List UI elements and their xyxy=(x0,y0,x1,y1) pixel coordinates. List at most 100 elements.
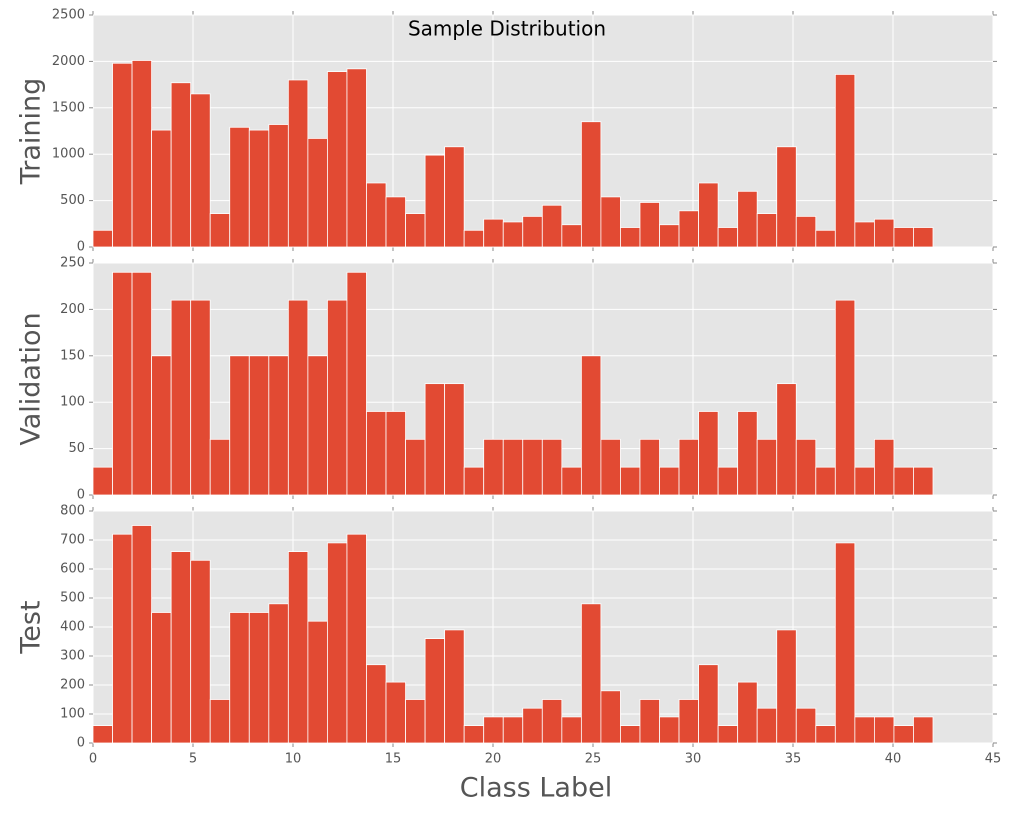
x-tick-label: 45 xyxy=(985,752,1002,767)
bar xyxy=(522,707,543,744)
y-tick-label: 0 xyxy=(77,488,85,503)
bar xyxy=(541,438,563,496)
bar xyxy=(405,699,426,744)
bar xyxy=(229,612,250,744)
bar xyxy=(327,299,348,496)
bar xyxy=(854,221,875,248)
bar xyxy=(580,121,602,248)
bar xyxy=(795,707,817,744)
bar xyxy=(209,213,231,248)
y-tick-label: 100 xyxy=(60,707,85,722)
bar xyxy=(678,210,699,248)
y-axis-label: Training xyxy=(16,78,47,186)
bar xyxy=(444,383,465,496)
bar xyxy=(756,213,778,248)
bar xyxy=(659,716,680,744)
bar xyxy=(639,438,660,496)
bar xyxy=(717,725,739,744)
bar xyxy=(815,725,836,744)
bar xyxy=(307,355,328,496)
bar xyxy=(678,438,699,496)
bar xyxy=(307,138,328,248)
bar xyxy=(151,129,172,248)
bar xyxy=(444,146,465,248)
bar xyxy=(678,699,699,744)
bar xyxy=(737,190,758,248)
bar xyxy=(874,218,895,248)
bar xyxy=(287,551,309,744)
y-tick-label: 0 xyxy=(77,736,85,751)
x-tick-label: 15 xyxy=(385,752,402,767)
bar xyxy=(268,124,289,248)
bar xyxy=(229,355,250,496)
bar xyxy=(698,664,719,744)
bar xyxy=(405,438,426,496)
bar xyxy=(463,229,485,248)
bar xyxy=(874,716,895,744)
bar xyxy=(834,299,856,496)
y-tick-label: 700 xyxy=(60,533,85,548)
bar xyxy=(913,466,934,496)
bar xyxy=(112,271,133,496)
bar xyxy=(170,551,192,744)
y-tick-label: 2000 xyxy=(52,54,85,69)
y-tick-label: 1000 xyxy=(52,147,85,162)
bar xyxy=(854,716,875,744)
bar xyxy=(815,229,836,248)
bar xyxy=(366,182,387,248)
y-tick-label: 0 xyxy=(77,240,85,255)
bar xyxy=(366,411,387,496)
bar xyxy=(248,129,270,248)
x-tick-label: 35 xyxy=(785,752,802,767)
bar xyxy=(659,466,680,496)
bar xyxy=(561,466,582,496)
bar xyxy=(92,466,113,496)
bar xyxy=(698,411,719,496)
bar xyxy=(874,438,895,496)
bar xyxy=(346,271,367,496)
bar xyxy=(580,355,602,496)
x-tick-label: 25 xyxy=(585,752,602,767)
bar xyxy=(287,79,309,248)
bar xyxy=(854,466,875,496)
bar xyxy=(913,716,934,744)
bar xyxy=(424,383,446,496)
bar xyxy=(483,438,504,496)
bar xyxy=(717,227,739,248)
bar xyxy=(502,716,524,744)
bar xyxy=(717,466,739,496)
x-tick-label: 5 xyxy=(189,752,197,767)
y-tick-label: 200 xyxy=(60,302,85,317)
bar xyxy=(522,215,543,248)
bar xyxy=(385,411,406,496)
y-axis-label: Test xyxy=(16,600,47,654)
bar xyxy=(600,196,621,248)
bar xyxy=(776,629,797,744)
x-axis-label: Class Label xyxy=(460,773,612,804)
x-tick-label: 30 xyxy=(685,752,702,767)
bar xyxy=(170,82,192,248)
bar xyxy=(346,533,367,744)
bar xyxy=(893,466,914,496)
bar xyxy=(190,93,211,248)
bar xyxy=(776,383,797,496)
bar xyxy=(170,299,192,496)
bar xyxy=(268,603,289,744)
bar xyxy=(463,466,485,496)
bar xyxy=(151,355,172,496)
bar xyxy=(424,154,446,248)
bar xyxy=(620,227,641,248)
x-tick-label: 40 xyxy=(885,752,902,767)
bar xyxy=(639,202,660,248)
bar xyxy=(698,182,719,248)
bar xyxy=(268,355,289,496)
bar xyxy=(502,221,524,248)
bar xyxy=(209,438,231,496)
x-tick-label: 0 xyxy=(89,752,97,767)
bar xyxy=(913,227,934,248)
y-tick-label: 500 xyxy=(60,193,85,208)
y-tick-label: 50 xyxy=(68,441,85,456)
bar xyxy=(190,299,211,496)
bar xyxy=(131,60,152,248)
